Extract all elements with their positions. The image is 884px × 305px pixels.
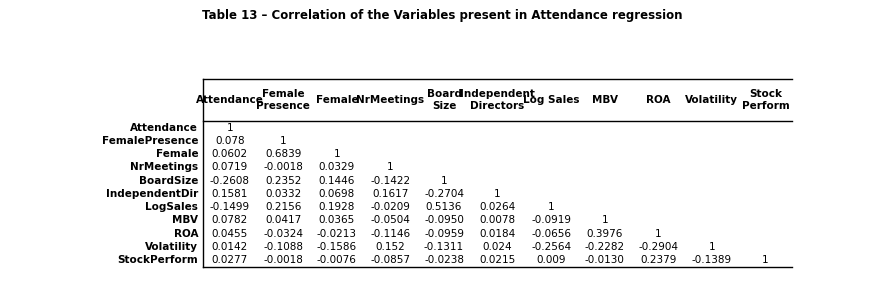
Text: -0.0504: -0.0504 xyxy=(370,215,410,225)
Text: 1: 1 xyxy=(387,163,393,172)
Text: MBV: MBV xyxy=(172,215,198,225)
Text: -0.0959: -0.0959 xyxy=(424,229,464,239)
Text: NrMeetings: NrMeetings xyxy=(130,163,198,172)
Text: 0.1928: 0.1928 xyxy=(319,202,355,212)
Text: 0.0332: 0.0332 xyxy=(265,189,301,199)
Text: LogSales: LogSales xyxy=(145,202,198,212)
Text: 0.0329: 0.0329 xyxy=(319,163,355,172)
Text: 0.0215: 0.0215 xyxy=(479,255,515,265)
Text: 0.0698: 0.0698 xyxy=(319,189,355,199)
Text: 0.0264: 0.0264 xyxy=(479,202,515,212)
Text: -0.1422: -0.1422 xyxy=(370,176,410,186)
Text: Table 13 – Correlation of the Variables present in Attendance regression: Table 13 – Correlation of the Variables … xyxy=(202,9,682,22)
Text: -0.0950: -0.0950 xyxy=(424,215,464,225)
Text: -0.1146: -0.1146 xyxy=(370,229,410,239)
Text: Female: Female xyxy=(156,149,198,159)
Text: 0.3976: 0.3976 xyxy=(586,229,623,239)
Text: -0.2904: -0.2904 xyxy=(638,242,678,252)
Text: ROA: ROA xyxy=(646,95,671,105)
Text: 0.078: 0.078 xyxy=(215,136,245,146)
Text: IndependentDir: IndependentDir xyxy=(106,189,198,199)
Text: 0.1581: 0.1581 xyxy=(211,189,248,199)
Text: Attendance: Attendance xyxy=(196,95,263,105)
Text: -0.0130: -0.0130 xyxy=(585,255,625,265)
Text: 1: 1 xyxy=(762,255,769,265)
Text: -0.0076: -0.0076 xyxy=(317,255,357,265)
Text: 0.1617: 0.1617 xyxy=(372,189,408,199)
Text: 1: 1 xyxy=(441,176,447,186)
Text: MBV: MBV xyxy=(591,95,618,105)
Text: -0.0209: -0.0209 xyxy=(370,202,410,212)
Text: BoardSize: BoardSize xyxy=(139,176,198,186)
Text: 1: 1 xyxy=(333,149,340,159)
Text: 1: 1 xyxy=(548,202,554,212)
Text: 0.6839: 0.6839 xyxy=(265,149,301,159)
Text: 1: 1 xyxy=(280,136,286,146)
Text: Independent
Directors: Independent Directors xyxy=(461,89,535,111)
Text: 1: 1 xyxy=(494,189,501,199)
Text: 0.152: 0.152 xyxy=(376,242,406,252)
Text: Volatility: Volatility xyxy=(145,242,198,252)
Text: 0.009: 0.009 xyxy=(537,255,566,265)
Text: Female
Presence: Female Presence xyxy=(256,89,310,111)
Text: -0.1389: -0.1389 xyxy=(692,255,732,265)
Text: Board
Size: Board Size xyxy=(426,89,461,111)
Text: -0.1088: -0.1088 xyxy=(263,242,303,252)
Text: -0.1499: -0.1499 xyxy=(210,202,250,212)
Text: 1: 1 xyxy=(226,123,233,133)
Text: -0.2564: -0.2564 xyxy=(531,242,571,252)
Text: 0.2379: 0.2379 xyxy=(640,255,676,265)
Text: 0.5136: 0.5136 xyxy=(426,202,462,212)
Text: 0.0602: 0.0602 xyxy=(211,149,248,159)
Text: 0.0782: 0.0782 xyxy=(211,215,248,225)
Text: StockPerform: StockPerform xyxy=(118,255,198,265)
Text: Stock
Perform: Stock Perform xyxy=(742,89,789,111)
Text: -0.0919: -0.0919 xyxy=(531,215,571,225)
Text: -0.1311: -0.1311 xyxy=(424,242,464,252)
Text: 0.0455: 0.0455 xyxy=(211,229,248,239)
Text: 0.0277: 0.0277 xyxy=(211,255,248,265)
Text: -0.0018: -0.0018 xyxy=(263,255,303,265)
Text: -0.0018: -0.0018 xyxy=(263,163,303,172)
Text: 0.2352: 0.2352 xyxy=(265,176,301,186)
Text: 0.0078: 0.0078 xyxy=(479,215,515,225)
Text: -0.1586: -0.1586 xyxy=(316,242,357,252)
Text: -0.0324: -0.0324 xyxy=(263,229,303,239)
Text: 0.0365: 0.0365 xyxy=(319,215,355,225)
Text: -0.2608: -0.2608 xyxy=(210,176,250,186)
Text: -0.0857: -0.0857 xyxy=(370,255,410,265)
Text: -0.0238: -0.0238 xyxy=(424,255,464,265)
Text: 0.1446: 0.1446 xyxy=(319,176,355,186)
Text: 0.0417: 0.0417 xyxy=(265,215,301,225)
Text: Female: Female xyxy=(316,95,358,105)
Text: 0.0719: 0.0719 xyxy=(211,163,248,172)
Text: NrMeetings: NrMeetings xyxy=(356,95,424,105)
Text: Attendance: Attendance xyxy=(130,123,198,133)
Text: Log Sales: Log Sales xyxy=(523,95,579,105)
Text: 1: 1 xyxy=(601,215,608,225)
Text: ROA: ROA xyxy=(173,229,198,239)
Text: -0.2282: -0.2282 xyxy=(584,242,625,252)
Text: 0.0184: 0.0184 xyxy=(479,229,515,239)
Text: 1: 1 xyxy=(708,242,715,252)
Text: -0.0213: -0.0213 xyxy=(316,229,357,239)
Text: 0.0142: 0.0142 xyxy=(211,242,248,252)
Text: FemalePresence: FemalePresence xyxy=(102,136,198,146)
Text: 0.024: 0.024 xyxy=(483,242,513,252)
Text: 0.2156: 0.2156 xyxy=(265,202,301,212)
Text: -0.0656: -0.0656 xyxy=(531,229,571,239)
Text: 1: 1 xyxy=(655,229,661,239)
Text: -0.2704: -0.2704 xyxy=(424,189,464,199)
Text: Volatility: Volatility xyxy=(685,95,738,105)
